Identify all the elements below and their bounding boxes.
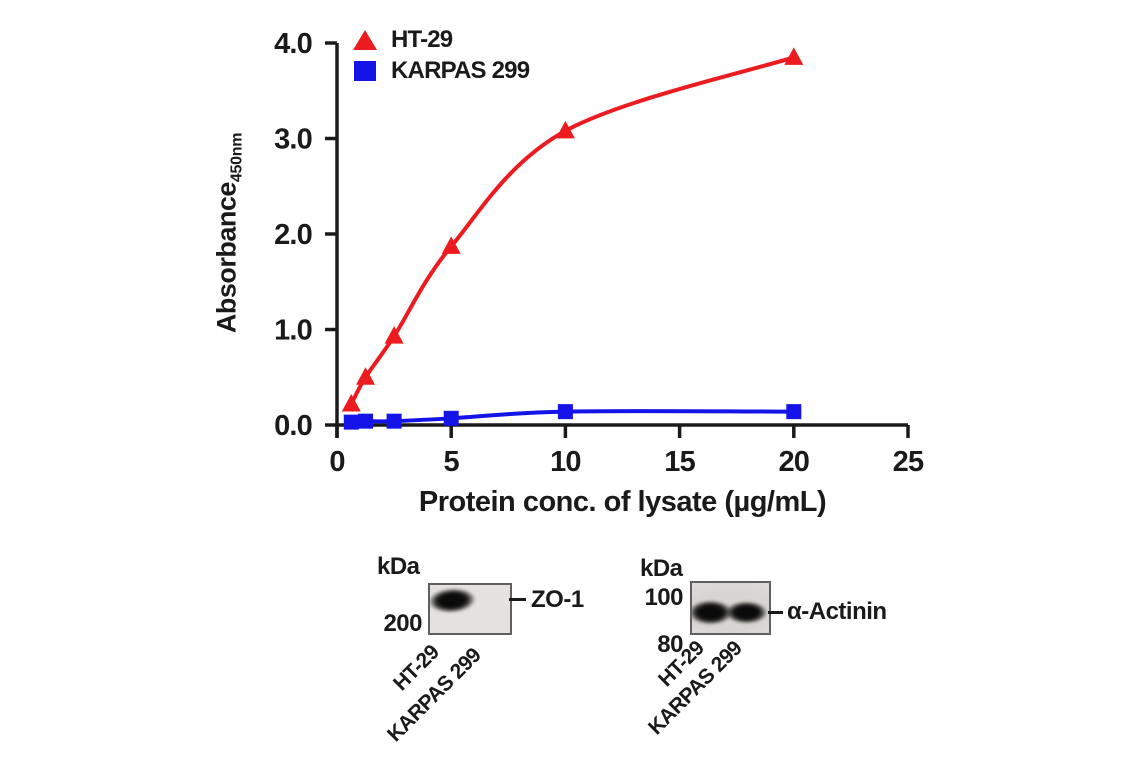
band-pointer-line <box>509 598 526 601</box>
y-axis-title: Absorbance450nm <box>212 133 247 333</box>
legend-item-ht29: HT-29 <box>351 24 529 55</box>
x-tick-label: 25 <box>893 446 924 478</box>
legend-marker-cell <box>351 60 378 81</box>
x-tick-label: 5 <box>444 446 460 478</box>
mw-marker-200: 200 <box>383 610 422 637</box>
x-tick-label: 20 <box>778 446 809 478</box>
x-tick-label: 0 <box>329 446 344 478</box>
protein-band-lane-1 <box>725 601 768 624</box>
karpas-299-square-marker <box>557 404 573 420</box>
blot-membrane-zo1 <box>428 583 512 635</box>
band-label-actinin: α-Actinin <box>787 598 887 625</box>
kda-unit-label: kDa <box>377 553 420 580</box>
ht-29-triangle-marker <box>341 393 361 412</box>
mw-marker-100: 100 <box>644 584 683 611</box>
band-label-zo1: ZO-1 <box>531 586 584 613</box>
legend-label-ht29: HT-29 <box>391 25 453 53</box>
karpas-299-square-marker <box>358 413 374 429</box>
protein-band-lane-0 <box>430 586 477 615</box>
y-axis-title-text: Absorbance <box>211 182 242 334</box>
legend-item-karpas299: KARPAS 299 <box>351 55 530 86</box>
mw-marker-80: 80 <box>657 631 683 658</box>
chart-legend: HT-29 KARPAS 299 <box>351 24 530 86</box>
legend-label-karpas299: KARPAS 299 <box>391 56 530 84</box>
ht-29-triangle-marker <box>441 236 461 254</box>
band-pointer-line <box>768 611 783 614</box>
ht-29-triangle-marker <box>555 120 575 139</box>
karpas-299-square-marker <box>386 413 402 429</box>
karpas-299-square-marker <box>443 410 459 426</box>
y-tick-label: 3.0 <box>274 124 312 156</box>
blot-membrane-actinin <box>690 581 771 635</box>
ht-29-triangle-marker <box>784 47 804 65</box>
kda-unit-label: kDa <box>640 555 683 582</box>
y-tick-label: 1.0 <box>274 315 312 347</box>
legend-marker-cell <box>351 29 378 50</box>
karpas-299-square-marker <box>343 414 359 430</box>
ht-29-curve <box>349 55 796 406</box>
y-tick-label: 4.0 <box>274 28 312 60</box>
ht-29-triangle-marker <box>384 326 404 344</box>
x-axis-title: Protein conc. of lysate (µg/mL) <box>418 486 827 518</box>
x-tick-label: 15 <box>664 446 695 478</box>
blue-square-icon <box>353 60 376 81</box>
red-triangle-icon <box>352 29 377 50</box>
y-axis-title-subscript: 450nm <box>228 132 246 183</box>
ht-29-triangle-marker <box>356 367 376 385</box>
y-tick-label: 0.0 <box>274 410 312 442</box>
x-tick-label: 10 <box>550 446 581 478</box>
y-tick-label: 2.0 <box>274 219 312 251</box>
karpas-299-square-marker <box>786 404 802 420</box>
